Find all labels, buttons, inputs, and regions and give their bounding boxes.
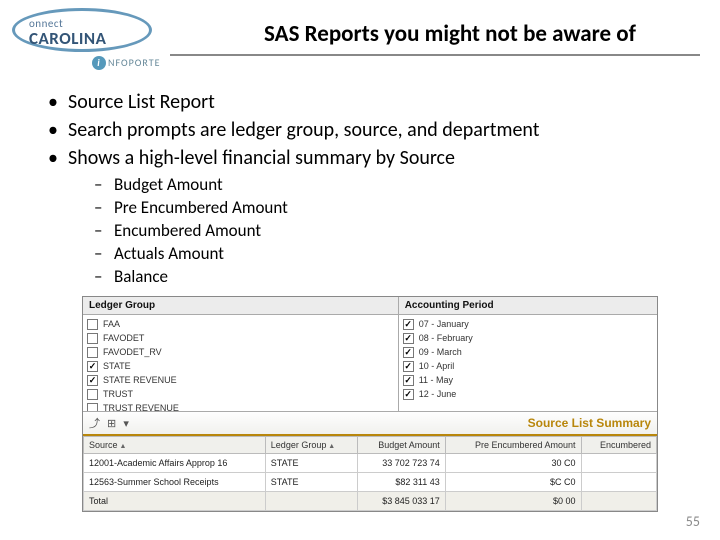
accounting-period-body: 07 - January08 - February09 - March10 - …: [399, 315, 657, 411]
checkbox-row[interactable]: FAA: [87, 318, 394, 331]
data-table: Source Ledger Group Budget Amount Pre En…: [83, 436, 657, 511]
sub-bullet-item: Encumbered Amount: [88, 220, 690, 241]
bullet-item: Search prompts are ledger group, source,…: [40, 118, 690, 142]
checkbox-icon[interactable]: [87, 361, 98, 372]
page-title: SAS Reports you might not be aware of: [200, 20, 700, 48]
checkbox-row[interactable]: 11 - May: [403, 374, 653, 387]
checkbox-label: FAVODET: [103, 332, 144, 345]
infoporte-text: NFOPORTE: [108, 56, 160, 69]
summary-title: Source List Summary: [528, 416, 651, 430]
checkbox-label: 09 - March: [419, 346, 462, 359]
checkbox-label: FAA: [103, 318, 120, 331]
table-cell: $0 00: [445, 492, 581, 511]
accounting-period-header: Accounting Period: [399, 297, 657, 315]
table-cell: STATE: [265, 473, 357, 492]
checkbox-label: 11 - May: [419, 374, 453, 387]
ledger-group-filter: Ledger Group FAAFAVODETFAVODET_RVSTATEST…: [83, 297, 399, 411]
table-cell: 12563-Summer School Receipts: [84, 473, 266, 492]
checkbox-row[interactable]: TRUST REVENUE: [87, 402, 394, 411]
table-cell: [581, 492, 656, 511]
summary-toolbar-icons[interactable]: ⤴ ⊞ ▾: [89, 415, 131, 431]
table-cell: 30 C0: [445, 454, 581, 473]
sub-bullet-item: Actuals Amount: [88, 243, 690, 264]
checkbox-icon[interactable]: [87, 347, 98, 358]
checkbox-icon[interactable]: [403, 361, 414, 372]
checkbox-row[interactable]: 07 - January: [403, 318, 653, 331]
checkbox-row[interactable]: 10 - April: [403, 360, 653, 373]
page-number: 55: [686, 513, 700, 530]
ledger-group-body: FAAFAVODETFAVODET_RVSTATESTATE REVENUETR…: [83, 315, 398, 411]
checkbox-row[interactable]: STATE REVENUE: [87, 374, 394, 387]
checkbox-icon[interactable]: [403, 375, 414, 386]
checkbox-label: 08 - February: [419, 332, 473, 345]
checkbox-icon[interactable]: [403, 333, 414, 344]
checkbox-icon[interactable]: [87, 389, 98, 400]
checkbox-icon[interactable]: [87, 403, 98, 411]
col-budget-amount[interactable]: Budget Amount: [357, 437, 445, 454]
checkbox-icon[interactable]: [87, 375, 98, 386]
table-row: 12001-Academic Affairs Approp 16STATE33 …: [84, 454, 657, 473]
checkbox-icon[interactable]: [403, 389, 414, 400]
logo-text: onnect CAROLINA: [29, 17, 106, 49]
bullet-list: Source List Report Search prompts are le…: [40, 90, 690, 287]
title-rule: [170, 54, 700, 56]
table-total-row: Total $3 845 033 17$0 00: [84, 492, 657, 511]
checkbox-label: TRUST REVENUE: [103, 402, 179, 411]
table-header-row: Source Ledger Group Budget Amount Pre En…: [84, 437, 657, 454]
checkbox-row[interactable]: FAVODET_RV: [87, 346, 394, 359]
table-cell: $C C0: [445, 473, 581, 492]
bullet-item: Shows a high-level financial summary by …: [40, 146, 690, 287]
content-area: Source List Report Search prompts are le…: [40, 90, 690, 291]
sub-bullet-item: Pre Encumbered Amount: [88, 197, 690, 218]
checkbox-row[interactable]: TRUST: [87, 388, 394, 401]
col-source[interactable]: Source: [84, 437, 266, 454]
checkbox-label: 12 - June: [419, 388, 457, 401]
checkbox-icon[interactable]: [403, 319, 414, 330]
table-cell: [265, 492, 357, 511]
logo-block: onnect CAROLINA iNFOPORTE: [12, 8, 182, 83]
table-cell: $82 311 43: [357, 473, 445, 492]
checkbox-row[interactable]: 12 - June: [403, 388, 653, 401]
table-row: 12563-Summer School ReceiptsSTATE$82 311…: [84, 473, 657, 492]
table-cell: STATE: [265, 454, 357, 473]
checkbox-icon[interactable]: [87, 333, 98, 344]
filter-row: Ledger Group FAAFAVODETFAVODET_RVSTATEST…: [83, 297, 657, 411]
checkbox-label: STATE REVENUE: [103, 374, 177, 387]
col-ledger-group[interactable]: Ledger Group: [265, 437, 357, 454]
info-icon: i: [92, 56, 106, 70]
checkbox-label: TRUST: [103, 388, 133, 401]
col-pre-encumbered[interactable]: Pre Encumbered Amount: [445, 437, 581, 454]
checkbox-label: FAVODET_RV: [103, 346, 162, 359]
logo-subbrand: iNFOPORTE: [92, 56, 160, 70]
table-cell: 33 702 723 74: [357, 454, 445, 473]
checkbox-label: 10 - April: [419, 360, 455, 373]
embedded-screenshot: Ledger Group FAAFAVODETFAVODET_RVSTATEST…: [82, 296, 658, 512]
checkbox-icon[interactable]: [87, 319, 98, 330]
checkbox-row[interactable]: STATE: [87, 360, 394, 373]
checkbox-row[interactable]: 08 - February: [403, 332, 653, 345]
sub-bullet-list: Budget Amount Pre Encumbered Amount Encu…: [88, 174, 690, 287]
checkbox-row[interactable]: FAVODET: [87, 332, 394, 345]
table-cell: Total: [84, 492, 266, 511]
logo-main: CAROLINA: [29, 28, 106, 49]
checkbox-row[interactable]: 09 - March: [403, 346, 653, 359]
table-cell: [581, 473, 656, 492]
table-cell: $3 845 033 17: [357, 492, 445, 511]
ledger-group-header: Ledger Group: [83, 297, 398, 315]
table-cell: [581, 454, 656, 473]
sub-bullet-item: Balance: [88, 266, 690, 287]
checkbox-label: 07 - January: [419, 318, 469, 331]
checkbox-label: STATE: [103, 360, 131, 373]
checkbox-icon[interactable]: [403, 347, 414, 358]
col-encumbered[interactable]: Encumbered: [581, 437, 656, 454]
bullet-item: Source List Report: [40, 90, 690, 114]
table-cell: 12001-Academic Affairs Approp 16: [84, 454, 266, 473]
table-body: 12001-Academic Affairs Approp 16STATE33 …: [84, 454, 657, 511]
bullet-text: Shows a high-level financial summary by …: [68, 146, 455, 170]
sub-bullet-item: Budget Amount: [88, 174, 690, 195]
logo-oval: onnect CAROLINA: [12, 8, 152, 52]
summary-bar: ⤴ ⊞ ▾ Source List Summary: [83, 411, 657, 436]
accounting-period-filter: Accounting Period 07 - January08 - Febru…: [399, 297, 657, 411]
